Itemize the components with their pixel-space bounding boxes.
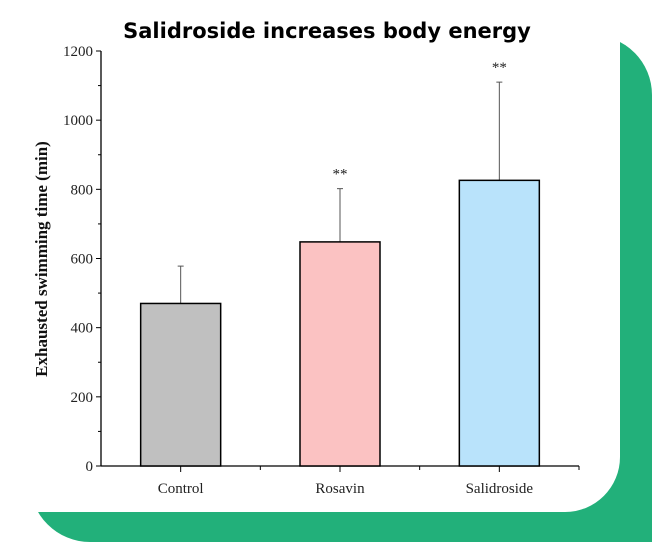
- significance-marker: **: [333, 167, 348, 183]
- y-tick-label: 1200: [63, 44, 93, 60]
- y-tick-label: 200: [71, 390, 94, 406]
- x-tick-label: Salidroside: [466, 481, 534, 497]
- bar-control: [139, 302, 222, 467]
- chart-title: Salidroside increases body energy: [123, 19, 531, 43]
- y-tick-label: 600: [71, 252, 94, 268]
- bars: ** **: [139, 60, 541, 467]
- x-tick-label: Control: [158, 481, 204, 497]
- significance-marker: **: [492, 60, 507, 76]
- y-axis-label: Exhausted swimming time (min): [32, 141, 51, 377]
- axes: 0 200 400 600 800 1000 1200 Control Rosavin Salid…: [63, 44, 580, 497]
- bar-salidroside: [458, 179, 541, 467]
- bar-rosavin: [299, 241, 381, 467]
- y-tick-label: 1000: [63, 113, 93, 129]
- y-tick-label: 800: [71, 182, 94, 198]
- y-tick-label: 400: [71, 321, 94, 337]
- x-tick-label: Rosavin: [315, 481, 365, 497]
- y-tick-label: 0: [86, 459, 94, 475]
